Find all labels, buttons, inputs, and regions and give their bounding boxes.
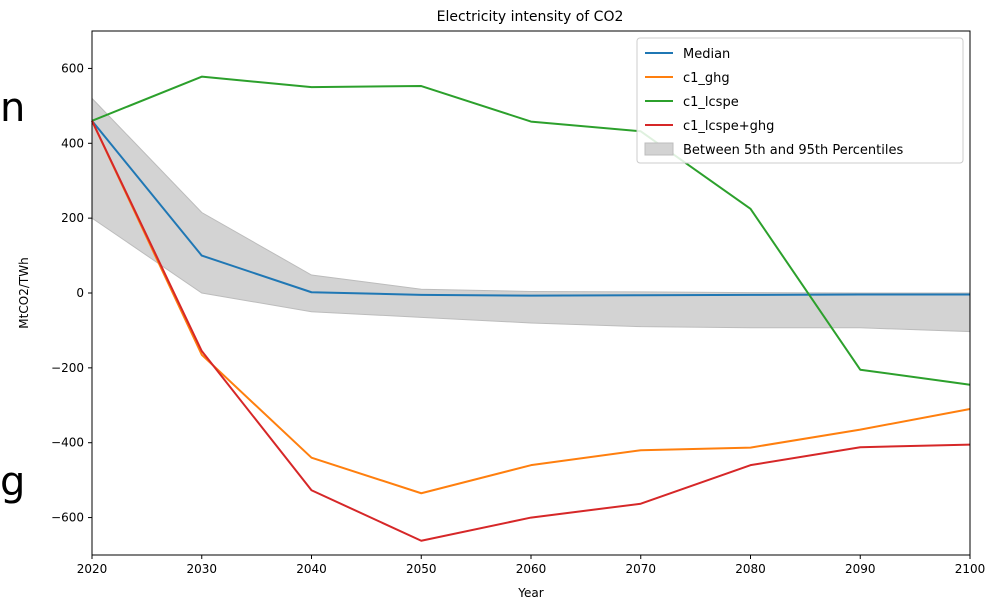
x-tick-label: 2080: [735, 562, 766, 576]
edge-text-lower: g: [0, 459, 26, 505]
y-tick-label: 400: [61, 136, 84, 150]
y-axis-ticks: −600 −400 −200 0 200 400 600: [51, 61, 92, 525]
y-tick-label: −600: [51, 511, 84, 525]
y-tick-label: 200: [61, 211, 84, 225]
series-line-median: [91, 120, 970, 297]
x-tick-label: 2070: [625, 562, 656, 576]
x-axis-label: Year: [517, 586, 543, 600]
x-tick-label: 2030: [186, 562, 217, 576]
x-tick-label: 2060: [516, 562, 547, 576]
series-line-c1-lcspe: [91, 75, 971, 386]
series-line-c1-ghg: [91, 120, 971, 495]
x-tick-label: 2090: [845, 562, 876, 576]
edge-text-upper: n: [0, 85, 26, 131]
x-tick-label: 2050: [406, 562, 437, 576]
chart-title: Electricity intensity of CO2: [437, 9, 624, 25]
legend-label: Median: [683, 47, 730, 62]
legend-swatch: [644, 142, 674, 156]
x-tick-label: 2100: [955, 562, 986, 576]
x-tick-label: 2040: [296, 562, 327, 576]
legend-label: c1_lcspe+ghg: [683, 119, 774, 134]
legend-label: c1_ghg: [683, 71, 730, 86]
y-tick-label: −200: [51, 361, 84, 375]
legend-label: Between 5th and 95th Percentiles: [683, 143, 903, 158]
x-tick-label: 2020: [77, 562, 108, 576]
y-tick-label: −400: [51, 436, 84, 450]
y-tick-label: 0: [76, 286, 84, 300]
y-axis-label: MtCO2/TWh: [17, 257, 31, 328]
legend: Median c1_ghg c1_lcspe c1_lcspe+ghg Between …: [636, 37, 964, 164]
series-line-c1-lcspe-ghg: [91, 120, 971, 542]
y-tick-label: 600: [61, 61, 84, 75]
legend-box: [636, 37, 964, 164]
x-axis-ticks: 2020 2030 2040 2050 2060 2070 2080 2090 2100: [77, 555, 986, 576]
series-layer: [91, 75, 971, 542]
legend-label: c1_lcspe: [683, 95, 739, 110]
